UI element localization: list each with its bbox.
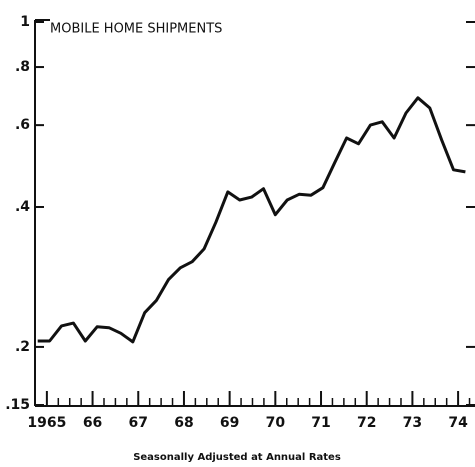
y-tick-label: .15 xyxy=(5,397,30,413)
x-tick-label: 1965 xyxy=(27,415,66,431)
y-tick-label: 1 xyxy=(20,14,30,30)
y-tick-label: .6 xyxy=(15,117,30,133)
x-tick-label: 72 xyxy=(357,415,376,431)
y-tick-label: .2 xyxy=(15,339,30,355)
x-tick-label: 67 xyxy=(129,415,148,431)
x-tick-label: 68 xyxy=(174,415,193,431)
chart-title: MOBILE HOME SHIPMENTS xyxy=(50,22,222,37)
x-tick-label: 70 xyxy=(266,415,286,431)
y-tick-label: .4 xyxy=(15,199,30,215)
x-tick-label: 73 xyxy=(403,415,422,431)
y-tick-label: .8 xyxy=(15,59,30,75)
caption: Seasonally Adjusted at Annual Rates xyxy=(133,452,341,463)
x-tick-label: 66 xyxy=(83,415,102,431)
x-tick-label: 71 xyxy=(311,415,330,431)
x-tick-label: 69 xyxy=(220,415,239,431)
data-line xyxy=(37,96,466,344)
x-tick-label: 74 xyxy=(448,415,468,431)
